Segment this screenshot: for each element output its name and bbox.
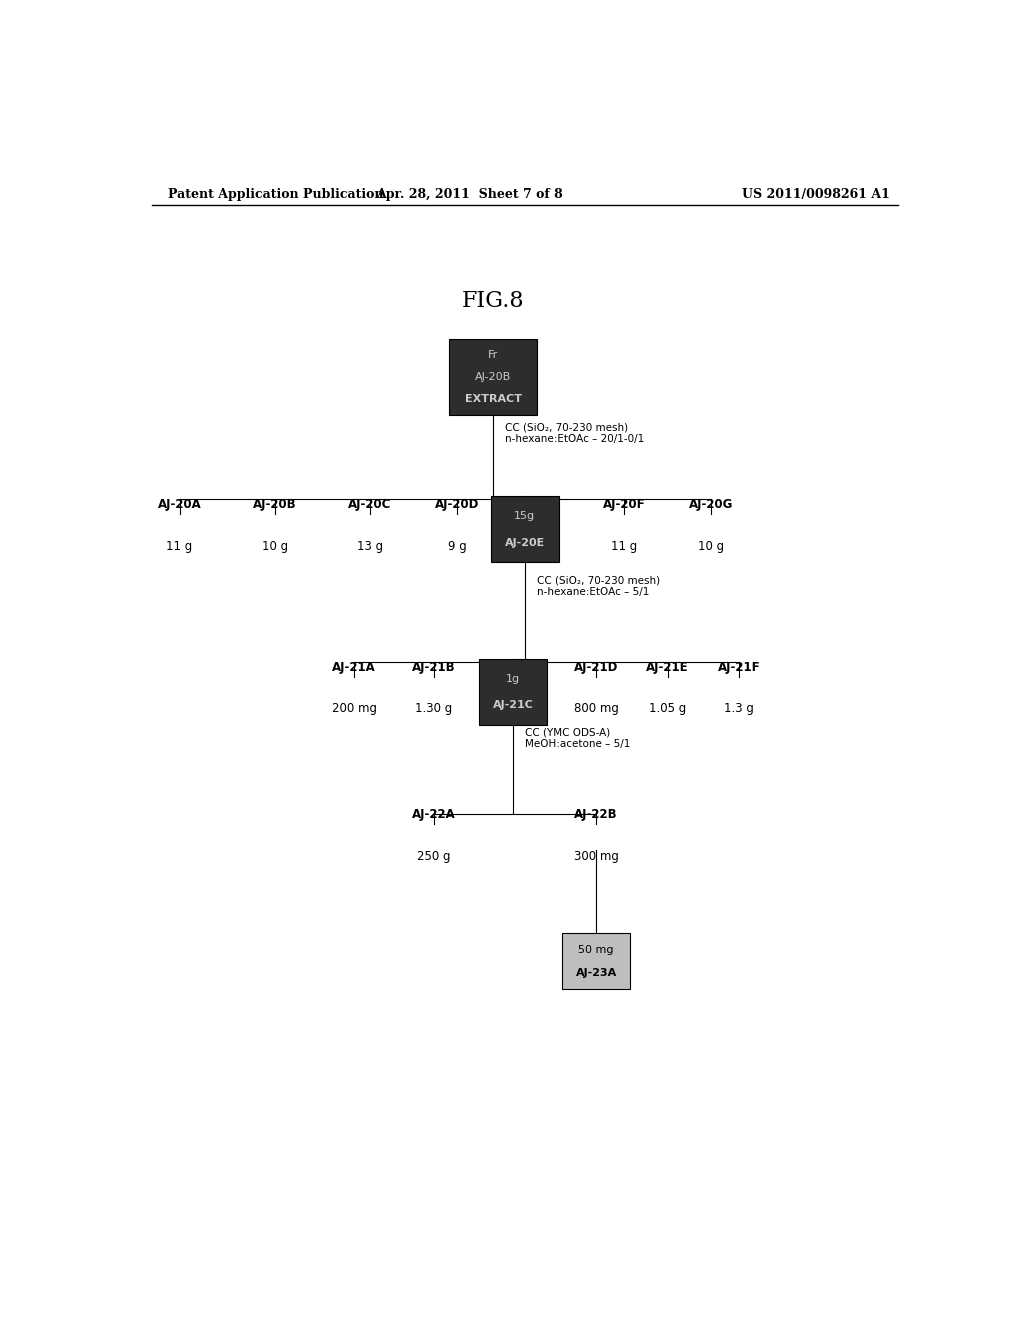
Text: 800 mg: 800 mg bbox=[573, 702, 618, 715]
FancyBboxPatch shape bbox=[479, 659, 547, 725]
Text: AJ-21A: AJ-21A bbox=[333, 661, 376, 673]
Text: Fr: Fr bbox=[487, 350, 499, 360]
Text: Patent Application Publication: Patent Application Publication bbox=[168, 189, 383, 202]
FancyBboxPatch shape bbox=[492, 496, 558, 562]
Text: 11 g: 11 g bbox=[167, 540, 193, 553]
Text: AJ-21D: AJ-21D bbox=[574, 661, 618, 673]
Text: 13 g: 13 g bbox=[357, 540, 383, 553]
Text: AJ-21E: AJ-21E bbox=[646, 661, 689, 673]
Text: 10 g: 10 g bbox=[698, 540, 724, 553]
Text: FIG.8: FIG.8 bbox=[462, 289, 524, 312]
Text: CC (YMC ODS-A)
MeOH:acetone – 5/1: CC (YMC ODS-A) MeOH:acetone – 5/1 bbox=[524, 727, 630, 750]
Text: 1.30 g: 1.30 g bbox=[415, 702, 453, 715]
Text: AJ-20D: AJ-20D bbox=[435, 498, 479, 511]
Text: 50 mg: 50 mg bbox=[579, 945, 614, 956]
FancyBboxPatch shape bbox=[450, 339, 537, 414]
Text: AJ-20G: AJ-20G bbox=[689, 498, 733, 511]
Text: EXTRACT: EXTRACT bbox=[465, 393, 521, 404]
Text: 1.05 g: 1.05 g bbox=[649, 702, 686, 715]
Text: AJ-21F: AJ-21F bbox=[718, 661, 761, 673]
Text: 1.3 g: 1.3 g bbox=[724, 702, 754, 715]
Text: 1g: 1g bbox=[506, 673, 520, 684]
Text: AJ-20F: AJ-20F bbox=[603, 498, 645, 511]
Text: 200 mg: 200 mg bbox=[332, 702, 377, 715]
FancyBboxPatch shape bbox=[562, 933, 630, 989]
Text: AJ-20B: AJ-20B bbox=[253, 498, 297, 511]
Text: AJ-20A: AJ-20A bbox=[158, 498, 202, 511]
Text: AJ-20E: AJ-20E bbox=[505, 537, 545, 548]
Text: US 2011/0098261 A1: US 2011/0098261 A1 bbox=[742, 189, 890, 202]
Text: AJ-23A: AJ-23A bbox=[575, 968, 616, 978]
Text: AJ-22B: AJ-22B bbox=[574, 808, 618, 821]
Text: AJ-20C: AJ-20C bbox=[348, 498, 392, 511]
Text: AJ-21C: AJ-21C bbox=[493, 700, 534, 710]
Text: CC (SiO₂, 70-230 mesh)
n-hexane:EtOAc – 5/1: CC (SiO₂, 70-230 mesh) n-hexane:EtOAc – … bbox=[537, 576, 659, 597]
Text: 9 g: 9 g bbox=[447, 540, 467, 553]
Text: 10 g: 10 g bbox=[262, 540, 288, 553]
Text: AJ-22A: AJ-22A bbox=[412, 808, 456, 821]
Text: Apr. 28, 2011  Sheet 7 of 8: Apr. 28, 2011 Sheet 7 of 8 bbox=[376, 189, 562, 202]
Text: AJ-21B: AJ-21B bbox=[412, 661, 456, 673]
Text: 250 g: 250 g bbox=[417, 850, 451, 862]
Text: AJ-20B: AJ-20B bbox=[475, 372, 511, 381]
Text: 15g: 15g bbox=[514, 511, 536, 521]
Text: 300 mg: 300 mg bbox=[573, 850, 618, 862]
Text: 11 g: 11 g bbox=[611, 540, 637, 553]
Text: CC (SiO₂, 70-230 mesh)
n-hexane:EtOAc – 20/1-0/1: CC (SiO₂, 70-230 mesh) n-hexane:EtOAc – … bbox=[505, 422, 644, 445]
